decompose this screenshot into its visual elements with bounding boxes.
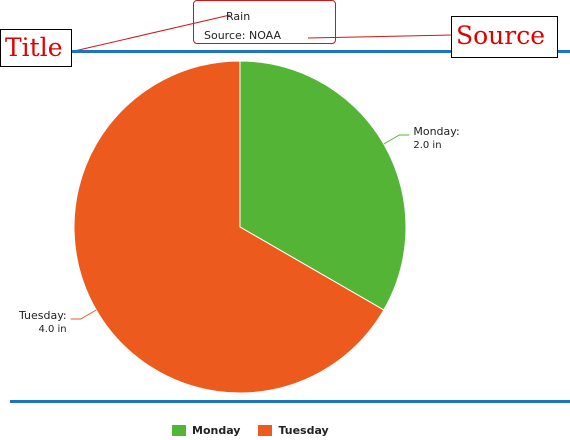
pie-chart [73,60,407,394]
legend-swatch-tuesday [258,425,273,436]
legend-label-tuesday: Tuesday [278,424,329,437]
legend-swatch-monday [172,425,186,436]
source-annotation-label: Source [451,16,558,58]
data-label-value-monday: 2.0 in [413,140,441,151]
pie-slice-monday[interactable] [239,60,407,311]
legend-item-tuesday[interactable]: Tuesday [258,424,329,437]
legend-label-monday: Monday [192,424,241,437]
bottom-rule [10,400,570,403]
title-connector-line [69,14,231,53]
title-source-callout [193,0,336,44]
data-label-name-monday: Monday: [413,125,459,138]
leader-line-monday [383,134,410,145]
data-labels: Monday: 2.0 in Tuesday: 4.0 in [18,125,460,335]
chart-source: Source: NOAA [204,29,282,42]
title-annotation-label: Title [0,29,72,67]
chart-legend: Monday Tuesday [172,424,347,437]
top-rule [10,50,570,53]
pie-slice-tuesday[interactable] [73,60,385,394]
chart-title: Rain [226,10,251,23]
leader-line-tuesday [70,309,97,320]
legend-item-monday[interactable]: Monday [172,424,240,437]
source-connector-line [307,34,453,39]
data-label-name-tuesday: Tuesday: [18,309,67,322]
data-label-value-tuesday: 4.0 in [38,324,66,335]
